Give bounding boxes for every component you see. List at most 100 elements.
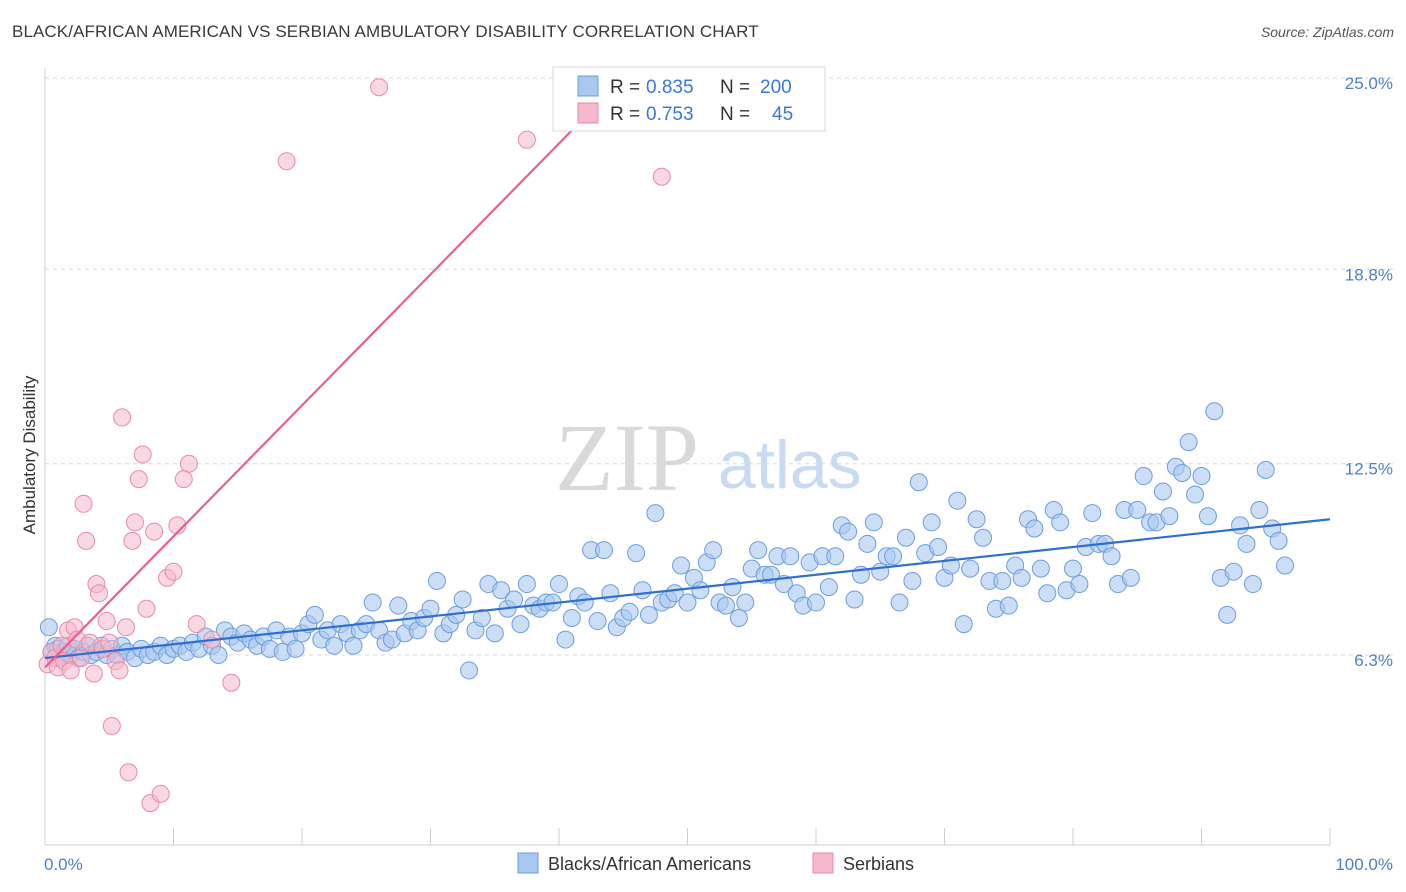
- point-serbians: [97, 612, 116, 631]
- series-serbians-points: [38, 78, 671, 813]
- point-blacks: [1250, 500, 1269, 519]
- point-blacks: [601, 584, 620, 603]
- point-blacks: [421, 599, 440, 618]
- point-blacks: [588, 612, 607, 631]
- point-blacks: [1064, 559, 1082, 578]
- point-blacks: [1134, 467, 1153, 486]
- point-blacks: [1205, 402, 1224, 421]
- point-blacks: [1051, 513, 1070, 532]
- point-blacks: [1153, 482, 1172, 501]
- point-blacks: [505, 590, 524, 609]
- point-blacks: [672, 556, 691, 575]
- legend-swatch-blue: [577, 75, 599, 97]
- point-blacks: [954, 615, 973, 634]
- legend: R = 0.835 N = 200 R = 0.753 N = 45: [552, 66, 826, 132]
- point-blacks: [1012, 568, 1031, 587]
- watermark: ZIP atlas: [555, 404, 862, 511]
- bottom-legend-label-pink: Serbians: [843, 854, 914, 874]
- point-serbians: [652, 167, 671, 186]
- y-axis-label: Ambulatory Disability: [20, 375, 39, 534]
- point-blacks: [1038, 584, 1057, 603]
- point-blacks: [511, 615, 530, 634]
- point-blacks: [999, 596, 1018, 615]
- legend-swatch-pink: [577, 102, 599, 124]
- watermark-zip: ZIP: [555, 404, 699, 511]
- point-blacks: [1179, 433, 1198, 452]
- point-blacks: [749, 541, 768, 560]
- point-serbians: [113, 408, 132, 427]
- point-blacks: [1192, 467, 1211, 486]
- point-blacks: [1243, 575, 1262, 594]
- point-blacks: [639, 605, 658, 624]
- y-tick-label-0: 6.3%: [1354, 651, 1393, 670]
- point-blacks: [39, 618, 58, 637]
- point-blacks: [961, 559, 980, 578]
- point-blacks: [485, 624, 504, 643]
- point-blacks: [1070, 575, 1089, 594]
- point-serbians: [174, 470, 193, 489]
- source-label: Source: ZipAtlas.com: [1260, 24, 1394, 40]
- point-blacks: [1256, 460, 1275, 479]
- bottom-legend-label-blue: Blacks/African Americans: [548, 854, 751, 874]
- point-blacks: [858, 534, 877, 553]
- point-serbians: [119, 763, 138, 782]
- point-blacks: [453, 590, 472, 609]
- point-blacks: [896, 528, 915, 547]
- trend-line-serbians: [44, 77, 625, 669]
- point-blacks: [305, 605, 324, 624]
- legend-n-label-1: N =: [720, 77, 750, 98]
- point-blacks: [929, 538, 948, 557]
- point-blacks: [909, 473, 928, 492]
- trend-line-blacks: [44, 518, 1331, 660]
- point-blacks: [691, 581, 710, 600]
- point-blacks: [1083, 504, 1102, 523]
- point-blacks: [871, 562, 890, 581]
- point-serbians: [125, 513, 144, 532]
- point-blacks: [620, 602, 639, 621]
- point-serbians: [370, 78, 389, 97]
- point-blacks: [1231, 516, 1250, 535]
- point-blacks: [1025, 519, 1044, 538]
- axes: [44, 68, 1331, 846]
- point-blacks: [967, 510, 986, 529]
- point-blacks: [492, 581, 511, 600]
- point-blacks: [1218, 605, 1237, 624]
- point-serbians: [187, 615, 206, 634]
- point-serbians: [77, 531, 96, 550]
- point-blacks: [1269, 531, 1288, 550]
- point-serbians: [89, 584, 108, 603]
- legend-r-value-2: 0.753: [646, 104, 694, 125]
- point-blacks: [890, 593, 909, 612]
- point-serbians: [277, 152, 296, 171]
- point-blacks: [736, 593, 755, 612]
- point-blacks: [627, 544, 646, 563]
- point-blacks: [325, 636, 344, 655]
- point-serbians: [74, 494, 93, 513]
- legend-n-value-2: 45: [772, 104, 793, 125]
- point-blacks: [723, 578, 742, 597]
- x-tick-label-1: 100.0%: [1335, 855, 1393, 874]
- point-serbians: [179, 454, 198, 473]
- point-serbians: [133, 445, 152, 464]
- point-blacks: [922, 513, 941, 532]
- point-serbians: [61, 661, 80, 680]
- point-serbians: [164, 562, 183, 581]
- legend-r-value-1: 0.835: [646, 77, 694, 98]
- point-blacks: [826, 547, 845, 566]
- point-blacks: [646, 504, 665, 523]
- gridlines: [45, 77, 1395, 656]
- x-tick-label-0: 0.0%: [44, 855, 83, 874]
- point-blacks: [807, 593, 825, 612]
- legend-r-label-2: R =: [610, 104, 640, 125]
- point-blacks: [845, 590, 864, 609]
- point-blacks: [781, 547, 800, 566]
- point-blacks: [839, 522, 858, 541]
- point-blacks: [717, 596, 736, 615]
- point-blacks: [472, 608, 491, 627]
- point-blacks: [1173, 463, 1192, 482]
- point-blacks: [1224, 562, 1243, 581]
- point-blacks: [575, 593, 594, 612]
- point-blacks: [819, 578, 838, 597]
- point-blacks: [594, 541, 613, 560]
- point-blacks: [1031, 559, 1050, 578]
